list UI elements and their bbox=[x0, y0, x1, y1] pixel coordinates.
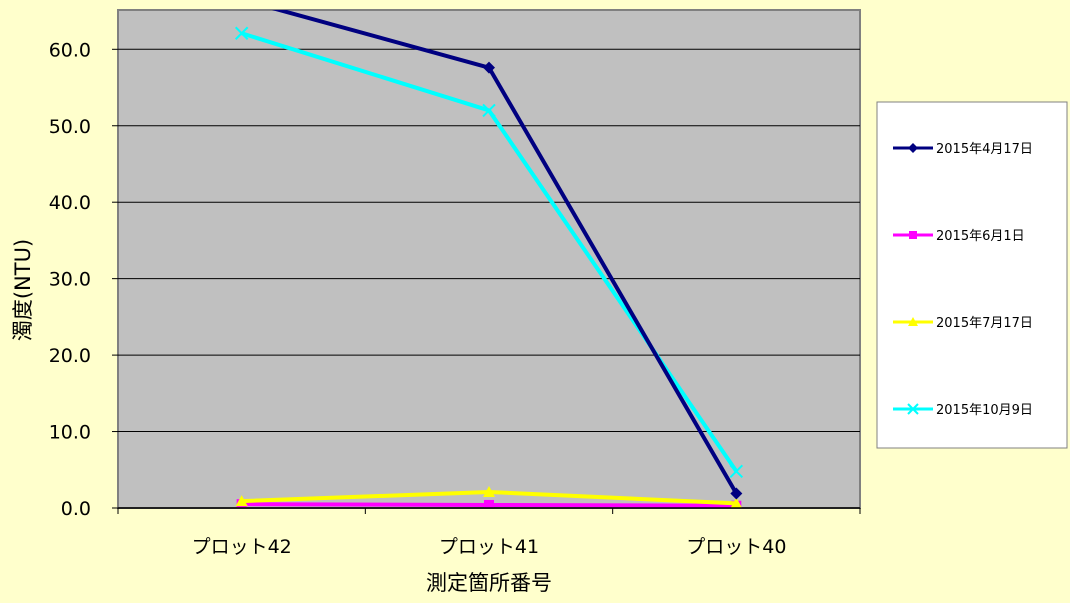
marker-triangle bbox=[483, 485, 495, 497]
marker-square bbox=[909, 231, 917, 239]
marker-diamond bbox=[483, 61, 495, 74]
marker-diamond bbox=[236, 0, 248, 6]
marker-triangle bbox=[908, 317, 918, 326]
legend: 2015年4月17日 2015年6月1日 2015年7月17日 2015年10月9日 bbox=[876, 101, 1068, 449]
y-tick-label: 20.0 bbox=[49, 345, 91, 367]
x-tick-label: プロット40 bbox=[686, 536, 786, 558]
marker-x bbox=[482, 103, 496, 118]
x-tick-label: プロット41 bbox=[439, 536, 539, 558]
legend-label: 2015年4月17日 bbox=[936, 142, 1033, 157]
x-tick-label: プロット42 bbox=[192, 536, 292, 558]
legend-label: 2015年6月1日 bbox=[936, 229, 1025, 244]
series-layer bbox=[234, 0, 744, 508]
marker-triangle bbox=[235, 495, 248, 507]
marker-x-stroke bbox=[729, 464, 744, 479]
marker-triangle bbox=[730, 497, 743, 508]
y-axis-title: 濁度(NTU) bbox=[11, 239, 35, 341]
plot-area bbox=[117, 9, 861, 509]
y-tick-label: 0.0 bbox=[61, 498, 91, 520]
legend-item-1: 2015年4月17日 bbox=[893, 142, 1033, 157]
y-tick-label: 30.0 bbox=[49, 269, 91, 291]
gridlines bbox=[112, 48, 860, 509]
legend-item-3: 2015年7月17日 bbox=[893, 316, 1033, 331]
series-1 bbox=[236, 0, 743, 500]
marker-x-stroke bbox=[234, 26, 249, 40]
marker-diamond bbox=[730, 487, 743, 500]
x-axis-ticks bbox=[117, 508, 861, 514]
x-axis-tick-labels: プロット42 プロット41 プロット40 bbox=[192, 536, 787, 558]
legend-label: 2015年10月9日 bbox=[936, 403, 1033, 418]
marker-x bbox=[907, 403, 919, 415]
y-axis-tick-labels: 0.0 10.0 20.0 30.0 40.0 50.0 60.0 bbox=[49, 39, 91, 520]
legend-label: 2015年7月17日 bbox=[936, 316, 1033, 331]
series-3 bbox=[235, 485, 743, 508]
legend-item-4: 2015年10月9日 bbox=[893, 403, 1033, 418]
marker-x bbox=[729, 464, 744, 479]
marker-square bbox=[484, 499, 494, 508]
marker-diamond bbox=[908, 143, 918, 153]
legend-item-2: 2015年6月1日 bbox=[893, 229, 1025, 244]
marker-x bbox=[234, 26, 249, 40]
y-tick-label: 10.0 bbox=[49, 422, 91, 444]
y-tick-label: 50.0 bbox=[49, 116, 91, 138]
marker-x-stroke bbox=[482, 103, 496, 118]
y-tick-label: 60.0 bbox=[49, 39, 91, 61]
marker-x-stroke bbox=[907, 403, 919, 415]
x-axis-title: 測定箇所番号 bbox=[426, 571, 552, 595]
y-tick-label: 40.0 bbox=[49, 192, 91, 214]
legend-box bbox=[876, 101, 1068, 449]
